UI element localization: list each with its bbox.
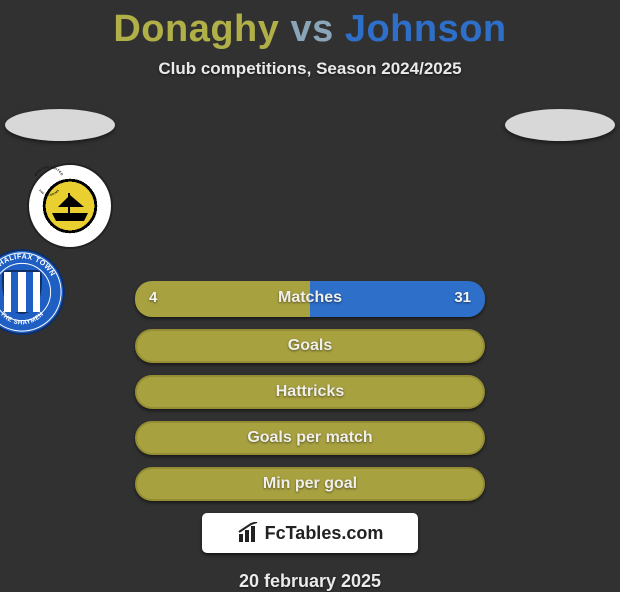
badge-ring-text: FC HALIFAX TOWN THE SHAYMEN (0, 251, 63, 333)
stat-row-min-per-goal: Min per goal (135, 467, 485, 501)
stat-left-value: 4 (149, 281, 157, 315)
season-subtitle: Club competitions, Season 2024/2025 (0, 59, 620, 79)
player1-name: Donaghy (113, 8, 279, 50)
branding-badge[interactable]: FcTables.com (202, 513, 418, 553)
stat-row-goals-per-match: Goals per match (135, 421, 485, 455)
stat-label: Hattricks (276, 383, 344, 400)
stat-row-matches: 4 Matches 31 (135, 281, 485, 317)
svg-text:THE PILGRIMS: THE PILGRIMS (38, 188, 60, 196)
left-player-photo-placeholder (5, 109, 115, 141)
stat-right-value: 31 (454, 281, 471, 315)
svg-text:BOSTON UNITED: BOSTON UNITED (34, 165, 65, 177)
vs-separator: vs (290, 8, 333, 50)
svg-text:THE SHAYMEN: THE SHAYMEN (0, 311, 45, 327)
stat-row-goals: Goals (135, 329, 485, 363)
branding-text: FcTables.com (265, 523, 384, 544)
badge-ring-text: BOSTON UNITED THE PILGRIMS (29, 165, 69, 199)
player2-name: Johnson (345, 8, 507, 50)
comparison-content: BOSTON UNITED THE PILGRIMS FC HALIFAX TO… (0, 109, 620, 592)
stat-label: Matches (278, 289, 342, 306)
stat-row-hattricks: Hattricks (135, 375, 485, 409)
stat-label: Goals (288, 337, 332, 354)
left-club-badge: BOSTON UNITED THE PILGRIMS (27, 163, 113, 249)
chart-icon (237, 522, 261, 544)
right-player-photo-placeholder (505, 109, 615, 141)
right-club-badge: FC HALIFAX TOWN THE SHAYMEN (0, 249, 65, 335)
comparison-title: Donaghy vs Johnson (0, 0, 620, 51)
snapshot-date: 20 february 2025 (0, 571, 620, 592)
svg-text:FC HALIFAX TOWN: FC HALIFAX TOWN (0, 253, 57, 278)
stats-list: 4 Matches 31 Goals Hattricks Goals per m… (135, 281, 485, 501)
stat-label: Goals per match (247, 429, 372, 446)
stat-label: Min per goal (263, 475, 357, 492)
